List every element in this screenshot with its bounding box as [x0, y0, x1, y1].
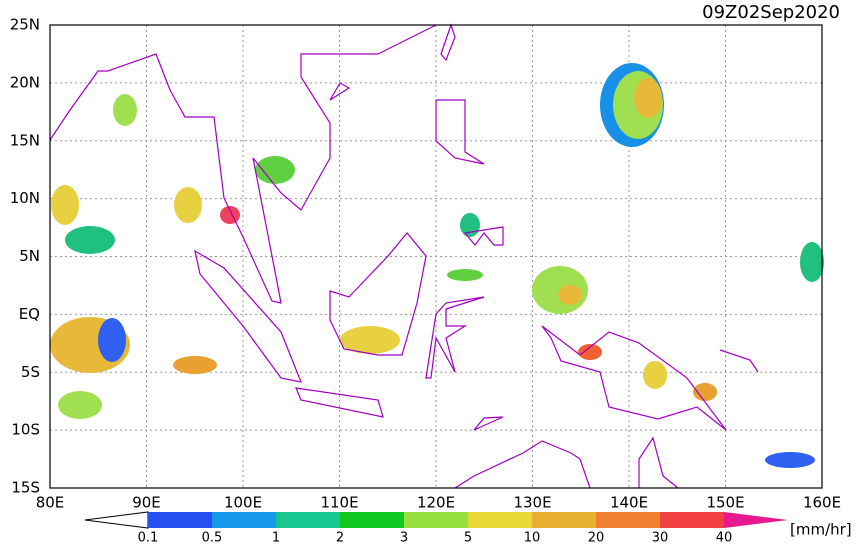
rain-area — [643, 361, 667, 389]
rain-area — [765, 452, 815, 468]
colorbar-label: 2 — [336, 531, 344, 544]
colorbar-segment — [468, 512, 532, 528]
rain-area — [460, 213, 480, 237]
coastline — [425, 296, 485, 379]
colorbar — [84, 511, 788, 529]
coastline — [440, 23, 456, 62]
coastline — [463, 226, 504, 246]
lat-label: 10S — [11, 421, 40, 439]
rain-field — [50, 63, 824, 468]
coastline — [295, 387, 384, 418]
coastline — [719, 349, 759, 373]
colorbar-label: 0.5 — [202, 531, 223, 544]
lat-label: 15N — [10, 131, 40, 149]
lon-label: 120E — [417, 494, 455, 512]
lat-label: 20N — [10, 73, 40, 91]
coastline — [541, 325, 727, 431]
lat-label: 5N — [19, 247, 40, 265]
colorbar-label: 1 — [272, 531, 280, 544]
rain-area — [558, 285, 582, 305]
lon-label: 80E — [36, 494, 65, 512]
colorbar-label: 20 — [588, 531, 605, 544]
lat-label: 25N — [10, 16, 40, 34]
lon-label: 100E — [224, 494, 262, 512]
lat-label: 15S — [11, 479, 40, 497]
coastline — [194, 249, 302, 383]
colorbar-segment — [212, 512, 276, 528]
rain-area — [634, 78, 662, 118]
rain-area — [340, 326, 400, 354]
colorbar-unit: [mm/hr] — [790, 521, 852, 539]
grid — [50, 25, 822, 488]
colorbar-segment — [148, 512, 212, 528]
colorbar-label: 30 — [652, 531, 669, 544]
rain-area — [173, 356, 217, 374]
rain-area — [51, 185, 79, 225]
coastline — [454, 440, 591, 489]
lon-label: 90E — [132, 494, 161, 512]
coastline — [435, 99, 485, 165]
map-frame — [49, 24, 823, 489]
coastline — [329, 232, 427, 356]
rain-area — [578, 344, 602, 360]
coastlines — [49, 23, 759, 489]
lat-label: 5S — [21, 363, 40, 381]
colorbar-arrow — [84, 511, 149, 529]
coastline — [49, 24, 437, 304]
colorbar-label: 0.1 — [138, 531, 159, 544]
colorbar-segment — [276, 512, 340, 528]
rain-area — [113, 94, 137, 126]
colorbar-label: 5 — [464, 531, 472, 544]
colorbar-segment — [596, 512, 660, 528]
lat-label: 10N — [10, 189, 40, 207]
rain-area — [174, 187, 202, 223]
lat-label: EQ — [19, 305, 40, 323]
rain-area — [693, 383, 717, 401]
rain-area — [255, 156, 295, 184]
colorbar-segment — [404, 512, 468, 528]
lon-label: 130E — [513, 494, 551, 512]
rain-area — [800, 242, 824, 282]
rain-area — [65, 226, 115, 254]
map-title: 09Z02Sep2020 — [702, 2, 840, 23]
rain-area — [220, 206, 240, 224]
colorbar-segment — [532, 512, 596, 528]
colorbar-label: 40 — [716, 531, 733, 544]
colorbar-label: 10 — [524, 531, 541, 544]
coastline — [473, 416, 504, 431]
colorbar-segment — [340, 512, 404, 528]
rain-area — [98, 318, 126, 362]
lon-label: 160E — [803, 494, 841, 512]
lon-label: 150E — [706, 494, 744, 512]
colorbar-label: 3 — [400, 531, 408, 544]
coastline — [329, 82, 351, 101]
lon-label: 110E — [320, 494, 358, 512]
lon-label: 140E — [610, 494, 648, 512]
colorbar-arrow — [724, 512, 788, 528]
coastline — [638, 436, 679, 489]
rain-area — [58, 391, 102, 419]
colorbar-segment — [660, 512, 724, 528]
rain-area — [447, 269, 483, 281]
